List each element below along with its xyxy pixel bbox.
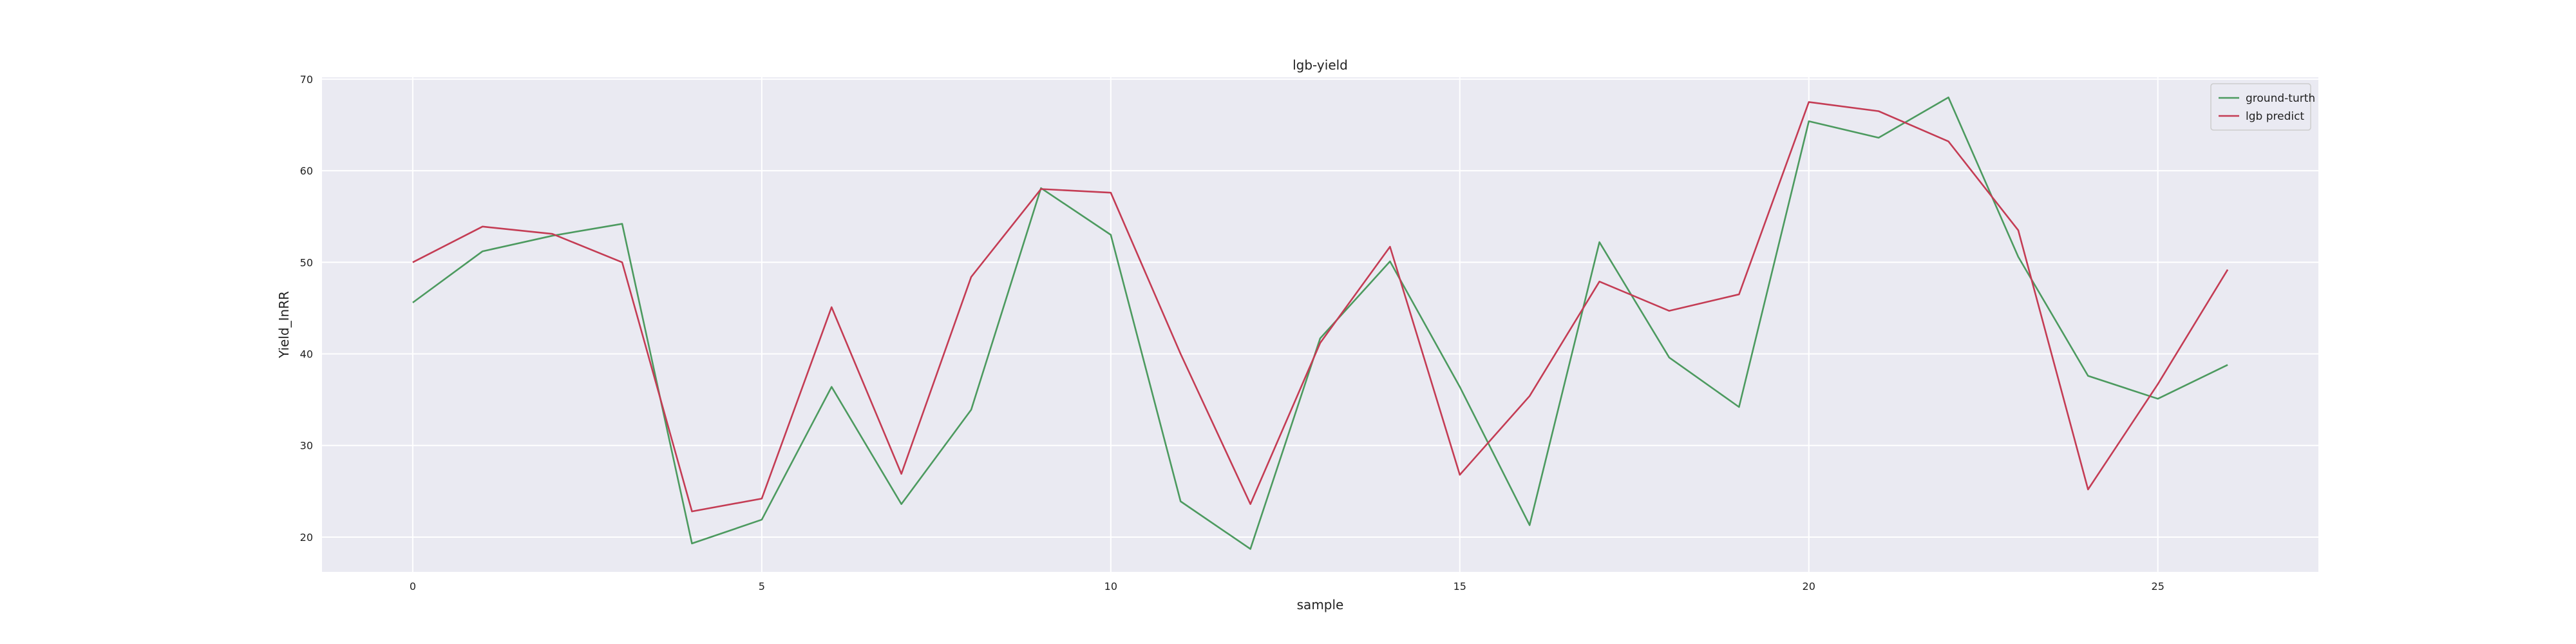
chart-title: lgb-yield (1293, 57, 1348, 73)
y-tick-label: 20 (300, 531, 313, 544)
x-tick-label: 10 (1104, 580, 1117, 592)
y-axis-ticks: 20 30 40 50 60 70 (300, 73, 313, 544)
legend-box (2210, 83, 2311, 131)
legend: ground-turth lgb predict (2210, 83, 2315, 131)
grid (322, 77, 2318, 572)
y-tick-label: 60 (300, 165, 313, 177)
x-axis-ticks: 0 5 10 15 20 25 (410, 580, 2164, 592)
plot-background (322, 77, 2318, 572)
x-tick-label: 20 (1803, 580, 1815, 592)
series-line-lgb-predict (412, 101, 2229, 513)
x-tick-label: 5 (759, 580, 765, 592)
x-axis-label: sample (1297, 597, 1344, 612)
y-axis-label: Yield_InRR (276, 291, 292, 359)
y-tick-label: 70 (300, 73, 313, 86)
x-tick-label: 0 (410, 580, 416, 592)
x-tick-label: 25 (2152, 580, 2164, 592)
y-tick-label: 40 (300, 348, 313, 361)
legend-label: ground-turth (2246, 92, 2315, 105)
legend-label: lgb predict (2246, 110, 2304, 123)
y-tick-label: 30 (300, 440, 313, 452)
x-tick-label: 15 (1454, 580, 1466, 592)
y-tick-label: 50 (300, 256, 313, 269)
series-lines (412, 96, 2229, 550)
series-line-ground-truth (412, 96, 2228, 550)
